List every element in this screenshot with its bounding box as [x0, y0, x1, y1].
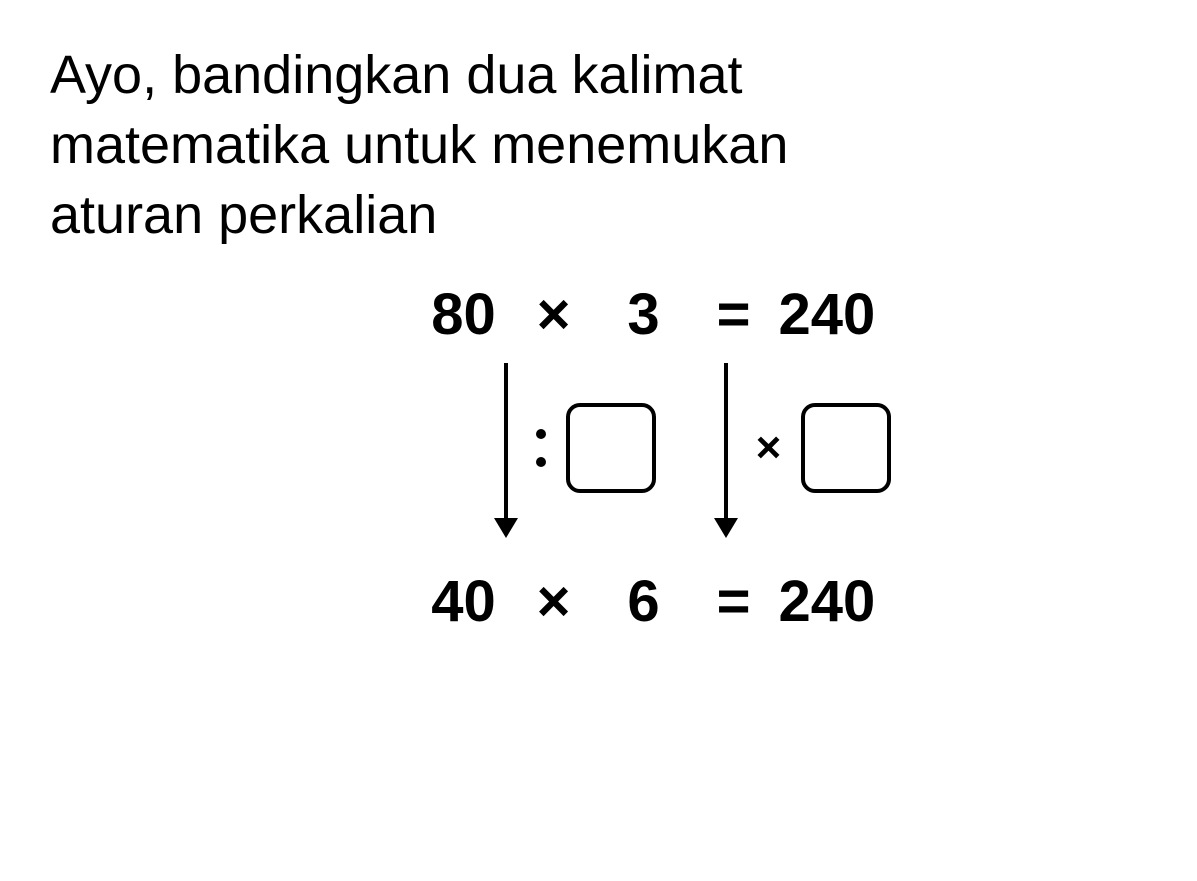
bottom-left-operand: 40 — [409, 568, 519, 635]
top-right-operand: 3 — [589, 281, 699, 348]
bottom-equals: = — [699, 568, 769, 635]
title-line-2: matematika untuk menemukan — [50, 115, 788, 175]
top-operator: × — [519, 281, 589, 348]
bottom-result: 240 — [769, 568, 929, 635]
left-operation-group — [536, 403, 656, 493]
top-result: 240 — [769, 281, 929, 348]
math-diagram: 80 × 3 = 240 — [50, 281, 1147, 635]
bottom-right-operand: 6 — [589, 568, 699, 635]
right-operation-group: × — [756, 403, 892, 493]
right-arrow-group: × — [706, 353, 892, 543]
down-arrow-icon — [486, 353, 526, 543]
arrow-row: × — [446, 348, 892, 548]
title-line-3: aturan perkalian — [50, 185, 437, 245]
dot-bottom — [536, 457, 546, 467]
title-line-1: Ayo, bandingkan dua kalimat — [50, 45, 742, 105]
dot-top — [536, 429, 546, 439]
bottom-operator: × — [519, 568, 589, 635]
down-arrow-icon — [706, 353, 746, 543]
answer-box-2[interactable] — [801, 403, 891, 493]
top-equation: 80 × 3 = 240 — [409, 281, 929, 348]
left-arrow-group — [486, 353, 656, 543]
top-left-operand: 80 — [409, 281, 519, 348]
colon-icon — [536, 429, 546, 467]
top-equals: = — [699, 281, 769, 348]
times-icon: × — [756, 423, 782, 473]
answer-box-1[interactable] — [566, 403, 656, 493]
bottom-equation: 40 × 6 = 240 — [409, 568, 929, 635]
instruction-text: Ayo, bandingkan dua kalimat matematika u… — [50, 40, 1147, 251]
